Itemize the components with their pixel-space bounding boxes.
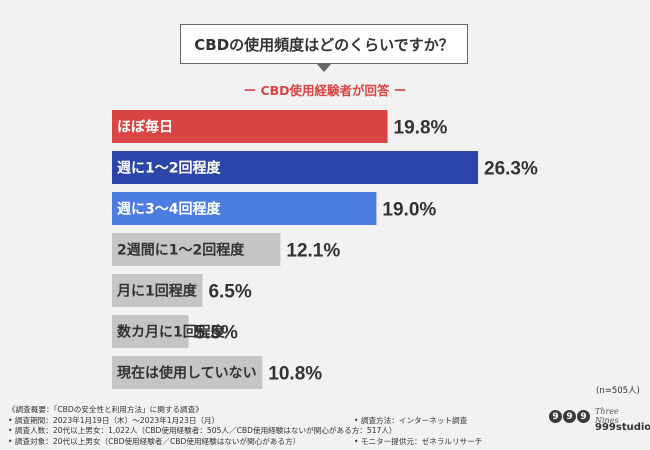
bar-3 [112, 233, 281, 266]
studio-logo: 9 9 9 Three Nines 999studio [549, 404, 650, 444]
question-box: CBDの使用頻度はどのくらいですか？ [180, 24, 468, 64]
bar-1 [112, 151, 478, 184]
category-label-5: 数カ月に1回程度 [117, 324, 226, 341]
survey-footnotes: 《調査概要：「CBDの安全性と利用方法」に関する調査》 • 調査期間：2023年… [8, 405, 528, 447]
category-label-4: 月に1回程度 [116, 283, 198, 300]
bar-5 [112, 315, 189, 348]
logo-text: 999studio [595, 422, 650, 433]
value-label-4: 6.5% [208, 282, 251, 303]
category-label-3: 2週間に1〜2回程度 [117, 242, 245, 259]
logo-script: Three Nines [595, 407, 619, 425]
logo-mark-digit: 9 [577, 410, 590, 423]
category-label-0: ほぼ毎日 [117, 119, 173, 136]
sample-size-note: (n=505人) [596, 386, 640, 396]
chart-subtitle: ー CBD使用経験者が回答 ー [243, 83, 407, 98]
footnote-title: 《調査概要：「CBDの安全性と利用方法」に関する調査》 [8, 405, 203, 414]
footnote-provider: • モニター提供元：ゼネラルリサーチ [354, 436, 483, 446]
value-label-6: 10.8% [268, 364, 322, 385]
value-label-5: 5.5% [195, 323, 238, 344]
value-label-0: 19.8% [394, 118, 448, 139]
value-label-2: 19.0% [382, 200, 436, 221]
category-label-6: 現在は使用していない [117, 365, 257, 382]
bar-2 [112, 192, 377, 225]
bar-4 [112, 274, 203, 307]
question-text: CBDの使用頻度はどのくらいですか？ [194, 35, 454, 54]
footnote-period: • 調査期間：2023年1月19日（木）〜2023年1月23日（月） [8, 415, 220, 425]
logo-mark-digit: 9 [549, 410, 562, 423]
category-label-1: 週に1〜2回程度 [117, 160, 221, 177]
bar-0 [112, 110, 388, 143]
footnote-target: • 調査対象：20代以上男女（CBD使用経験者／CBD使用経験はないが関心がある… [8, 436, 301, 446]
bar-6 [112, 356, 263, 389]
footnote-count: • 調査人数：20代以上男女：1,022人（CBD使用経験者：505人／CBD使… [8, 426, 397, 435]
speech-pointer [317, 64, 331, 72]
value-label-3: 12.1% [286, 241, 340, 262]
logo-mark-digit: 9 [563, 410, 576, 423]
category-label-2: 週に3〜4回程度 [117, 201, 221, 218]
footnote-method: • 調査方法：インターネット調査 [354, 415, 468, 425]
value-label-1: 26.3% [484, 159, 538, 180]
